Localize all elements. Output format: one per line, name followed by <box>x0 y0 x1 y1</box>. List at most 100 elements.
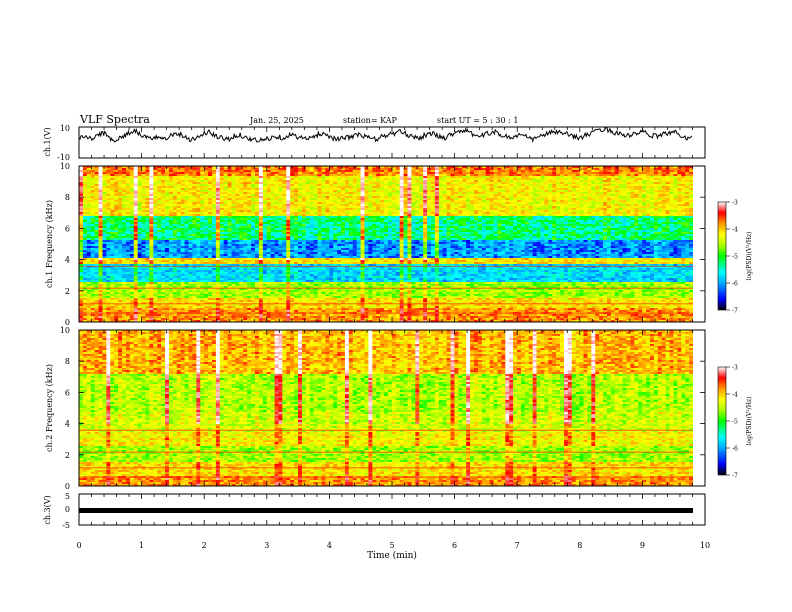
spectrogram-cell <box>622 186 627 189</box>
spectrogram-cell <box>137 202 142 205</box>
spectrogram-cell <box>501 202 506 205</box>
spectrogram-cell <box>305 188 311 191</box>
spectrogram-cell <box>583 198 588 201</box>
spectrogram-cell <box>341 222 346 225</box>
spectrogram-cell <box>689 216 694 219</box>
spectrogram-cell <box>184 224 189 227</box>
spectrogram-cell <box>133 214 139 217</box>
spectrogram-cell <box>294 190 299 193</box>
spectrogram-cell <box>290 188 295 191</box>
spectrogram-cell <box>493 172 498 175</box>
spectrogram-cell <box>454 166 459 169</box>
spectrogram-cell <box>141 228 146 231</box>
spectrogram-cell <box>481 226 487 229</box>
spectrogram-cell <box>649 194 655 197</box>
spectrogram-cell <box>247 208 252 211</box>
spectrogram-cell <box>239 224 244 227</box>
spectrogram-cell <box>333 178 338 181</box>
spectrogram-cell <box>141 212 146 215</box>
spectrogram-cell <box>626 198 631 201</box>
spectrogram-cell <box>446 174 451 177</box>
spectrogram-cell <box>579 222 584 225</box>
spectrogram-cell <box>364 172 369 175</box>
spectrogram-cell <box>677 178 682 181</box>
spectrogram-cell <box>509 220 514 223</box>
spectrogram-cell <box>219 218 225 221</box>
spectrogram-cell <box>548 212 553 215</box>
spectrogram-cell <box>528 180 534 183</box>
spectrogram-cell <box>278 216 283 219</box>
spectrogram-cell <box>208 226 213 229</box>
spectrogram-cell <box>110 216 115 219</box>
spectrogram-cell <box>556 182 561 185</box>
spectrogram-cell <box>180 168 185 171</box>
spectrogram-cell <box>243 220 248 223</box>
spectrogram-cell <box>567 208 573 211</box>
spectrogram-cell <box>165 176 170 179</box>
spectrogram-cell <box>657 216 663 219</box>
spectrogram-cell <box>583 182 588 185</box>
spectrogram-cell <box>411 174 416 177</box>
spectrogram-cell <box>493 192 498 195</box>
spectrogram-cell <box>458 206 463 209</box>
spectrogram-cell <box>563 194 569 197</box>
spectrogram-cell <box>653 198 659 201</box>
spectrogram-cell <box>317 174 322 177</box>
spectrogram-cell <box>583 200 588 203</box>
spectrogram-cell <box>509 168 514 171</box>
spectrogram-cell <box>689 190 694 193</box>
spectrogram-cell <box>415 212 420 215</box>
spectrogram-cell <box>329 218 334 221</box>
spectrogram-cell <box>129 182 135 185</box>
spectrogram-cell <box>168 192 174 195</box>
spectrogram-cell <box>79 176 84 179</box>
spectrogram-cell <box>235 194 240 197</box>
spectrogram-cell <box>79 216 84 219</box>
spectrogram-cell <box>395 176 401 179</box>
spectrogram-cell <box>560 194 565 197</box>
spectrogram-cell <box>344 190 350 193</box>
spectrogram-cell <box>294 224 299 227</box>
spectrogram-cell <box>493 194 498 197</box>
spectrogram-cell <box>184 226 189 229</box>
spectrogram-cell <box>489 188 494 191</box>
spectrogram-cell <box>161 174 166 177</box>
spectrogram-cell <box>325 184 330 187</box>
spectrogram-cell <box>415 204 420 207</box>
spectrogram-cell <box>567 218 573 221</box>
spectrogram-cell <box>348 206 354 209</box>
spectrogram-cell <box>262 220 268 223</box>
spectrogram-cell <box>669 186 674 189</box>
spectrogram-cell <box>571 176 577 179</box>
spectrogram-cell <box>352 202 358 205</box>
spectrogram-cell <box>149 168 154 171</box>
spectrogram-cell <box>470 182 475 185</box>
spectrogram-cell <box>110 198 115 201</box>
spectrogram-cell <box>399 194 404 197</box>
spectrogram-cell <box>149 174 154 177</box>
spectrogram-cell <box>239 192 244 195</box>
spectrogram-cell <box>356 216 361 219</box>
spectrogram-cell <box>305 206 311 209</box>
spectrogram-cell <box>395 200 401 203</box>
spectrogram-cell <box>509 216 514 219</box>
spectrogram-cell <box>634 206 639 209</box>
spectrogram-cell <box>517 188 522 191</box>
spectrogram-cell <box>376 176 381 179</box>
spectrogram-cell <box>266 224 271 227</box>
spectrogram-cell <box>317 214 322 217</box>
spectrogram-cell <box>356 184 361 187</box>
spectrogram-cell <box>153 186 158 189</box>
spectrogram-cell <box>352 210 358 213</box>
spectrogram-cell <box>391 224 397 227</box>
spectrogram-cell <box>626 196 631 199</box>
spectrogram-cell <box>161 176 166 179</box>
spectrogram-cell <box>125 202 131 205</box>
spectrogram-cell <box>176 178 182 181</box>
spectrogram-cell <box>430 196 436 199</box>
spectrogram-cell <box>454 188 459 191</box>
spectrogram-cell <box>470 202 475 205</box>
spectrogram-cell <box>188 190 193 193</box>
spectrogram-cell <box>579 200 584 203</box>
spectrogram-cell <box>270 190 275 193</box>
